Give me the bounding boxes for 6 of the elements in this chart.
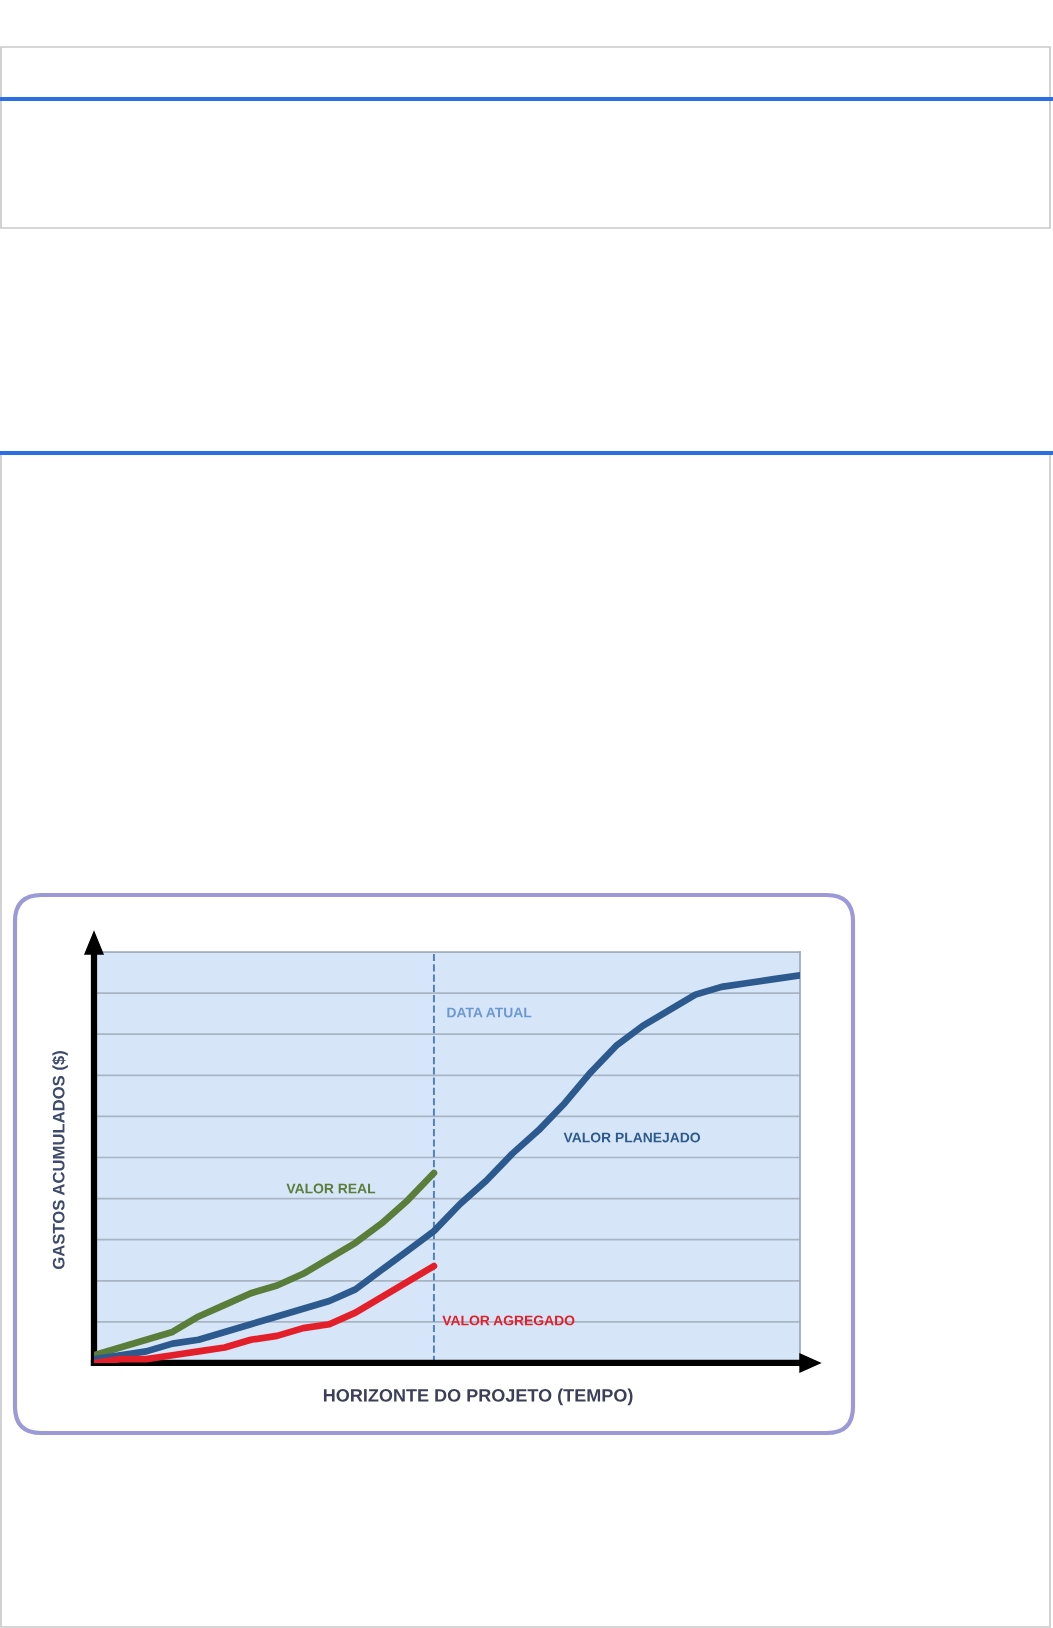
series-label: VALOR REAL [286,1183,376,1194]
y-axis-title: GASTOS ACUMULADOS ($) [52,1051,68,1270]
x-axis-title: HORIZONTE DO PROJETO (TEMPO) [323,1388,633,1406]
series-label: VALOR PLANEJADO [563,1132,701,1143]
annotation: DATA ATUAL [447,1007,532,1018]
text: VALOR AGREGADO [442,1315,575,1326]
